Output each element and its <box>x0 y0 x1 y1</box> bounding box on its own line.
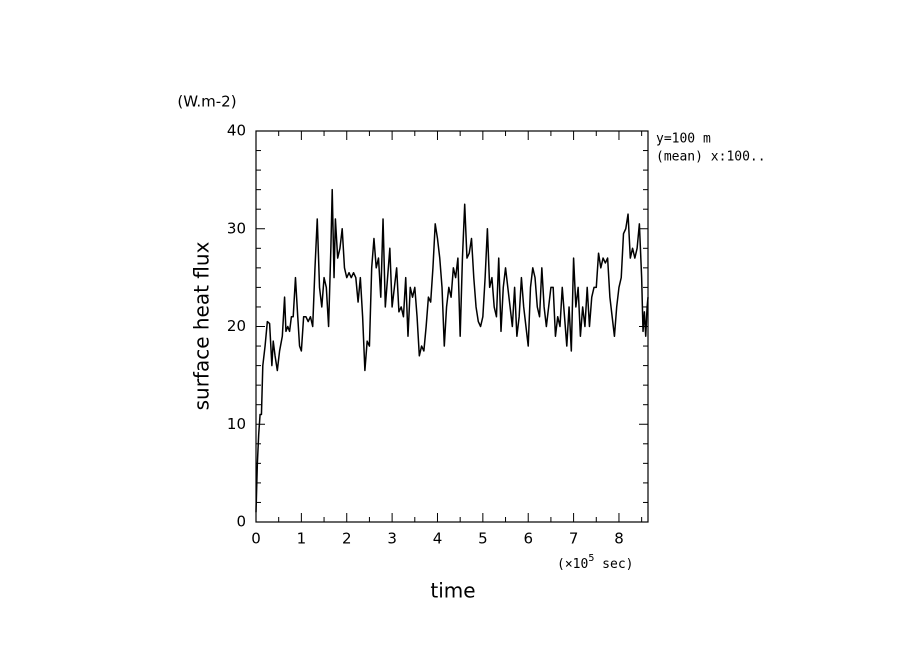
annotation: y=100 m <box>656 132 711 147</box>
x-unit: (×105 sec) <box>557 553 633 572</box>
y-tick-label: 30 <box>227 219 246 237</box>
y-tick-label: 20 <box>227 317 246 335</box>
x-tick-label: 0 <box>251 530 261 548</box>
y-tick-label: 0 <box>236 513 246 531</box>
x-tick-label: 1 <box>297 530 307 548</box>
y-tick-label: 40 <box>227 122 246 140</box>
x-unit-prefix: (×10 <box>557 557 588 572</box>
x-tick-label: 2 <box>342 530 352 548</box>
x-unit-exponent: 5 <box>588 553 594 564</box>
x-tick-label: 6 <box>523 530 533 548</box>
x-tick-label: 8 <box>614 530 624 548</box>
annotation: (mean) x:100.. <box>656 150 766 165</box>
x-tick-label: 5 <box>478 530 488 548</box>
unit-label: (W.m-2) <box>177 93 236 111</box>
x-unit-suffix: sec) <box>594 557 633 572</box>
y-axis-label: surface heat flux <box>190 241 214 410</box>
y-tick-label: 10 <box>227 415 246 433</box>
x-tick-label: 3 <box>387 530 397 548</box>
x-axis-label: time <box>430 579 475 603</box>
data-line <box>255 188 649 513</box>
x-tick-label: 4 <box>433 530 443 548</box>
x-tick-label: 7 <box>569 530 579 548</box>
